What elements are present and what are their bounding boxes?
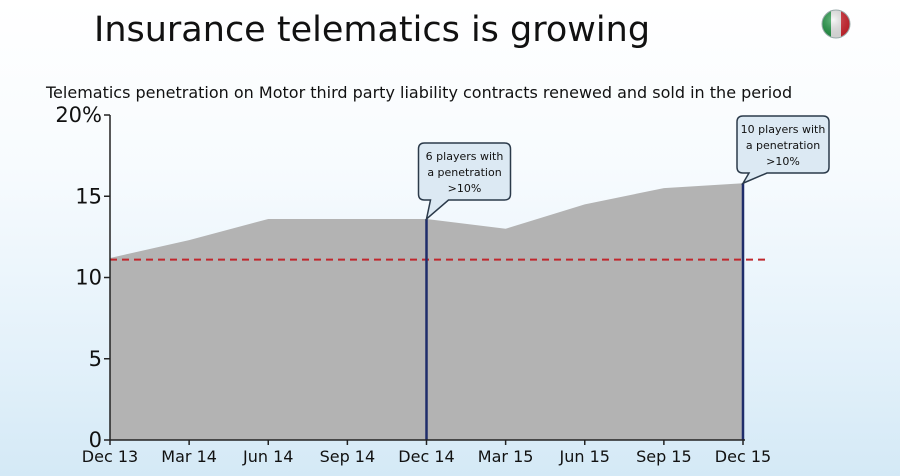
callout-text: 10 players with <box>741 123 826 136</box>
y-tick-label: 15 <box>75 184 102 208</box>
slide-title: Insurance telematics is growing <box>94 10 651 50</box>
callout-text: a penetration <box>746 139 820 152</box>
x-tick-label: Mar 14 <box>161 447 217 466</box>
x-tick-label: Sep 14 <box>320 447 376 466</box>
callout-bubble <box>736 115 830 185</box>
callout-text: a penetration <box>427 166 501 179</box>
x-tick-label: Jun 14 <box>242 447 293 466</box>
x-tick-label: Mar 15 <box>478 447 534 466</box>
y-tick-label: 10 <box>75 266 102 290</box>
x-tick-label: Dec 13 <box>82 447 138 466</box>
x-tick-label: Sep 15 <box>636 447 692 466</box>
callout-text: >10% <box>766 155 800 168</box>
callout-bubble <box>417 142 512 222</box>
x-tick-label: Dec 14 <box>398 447 454 466</box>
callout-text: >10% <box>448 182 482 195</box>
italy-flag-icon <box>821 9 851 39</box>
y-tick-label: 20% <box>55 103 102 127</box>
y-tick-label: 5 <box>89 347 102 371</box>
x-tick-label: Jun 15 <box>559 447 610 466</box>
chart-subtitle: Telematics penetration on Motor third pa… <box>46 83 793 102</box>
y-tick-label: 0 <box>89 428 102 452</box>
callout-text: 6 players with <box>426 150 504 163</box>
x-tick-label: Dec 15 <box>715 447 771 466</box>
